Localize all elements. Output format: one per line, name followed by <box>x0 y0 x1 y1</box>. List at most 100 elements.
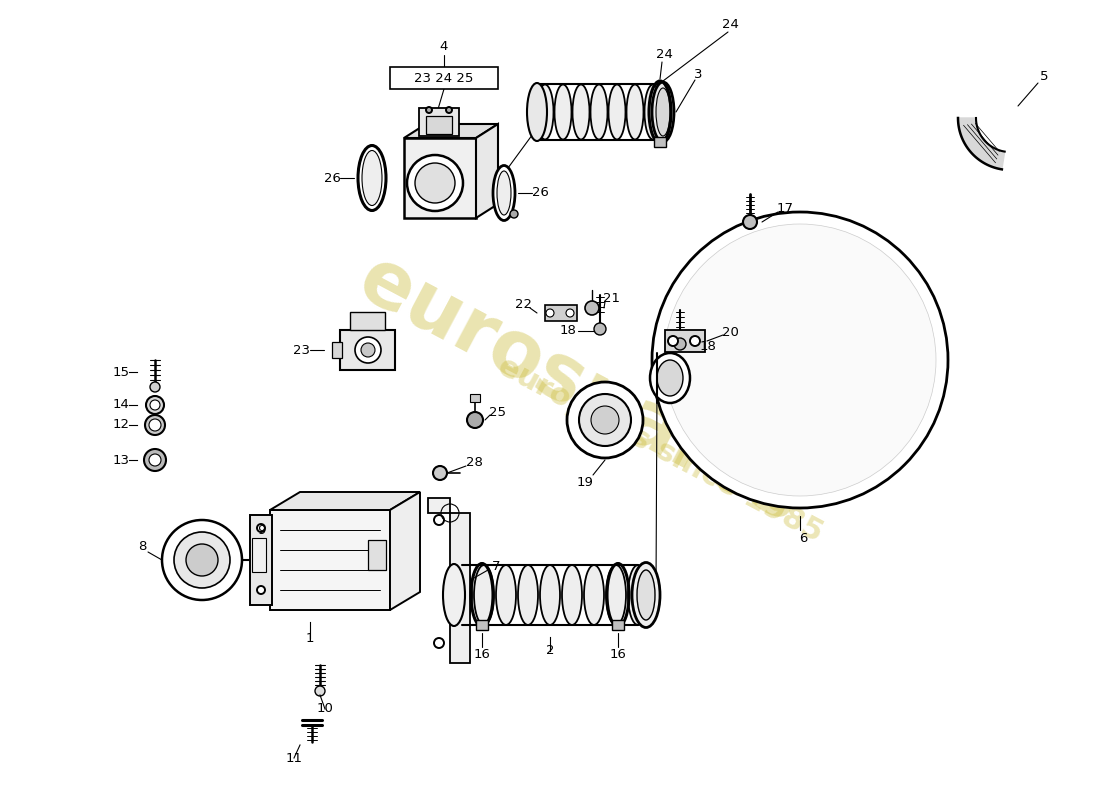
Ellipse shape <box>497 171 512 215</box>
Text: 17: 17 <box>777 202 793 214</box>
Bar <box>250 515 272 605</box>
Polygon shape <box>404 124 498 138</box>
Ellipse shape <box>474 565 494 625</box>
Ellipse shape <box>608 85 626 139</box>
Text: 15: 15 <box>112 366 130 378</box>
Polygon shape <box>958 118 1004 170</box>
Circle shape <box>652 212 948 508</box>
Ellipse shape <box>645 85 661 139</box>
Ellipse shape <box>606 565 626 625</box>
Polygon shape <box>390 492 420 610</box>
Ellipse shape <box>584 565 604 625</box>
Ellipse shape <box>493 166 515 221</box>
Text: 26: 26 <box>323 171 340 185</box>
Text: 7: 7 <box>492 559 500 573</box>
Circle shape <box>566 382 644 458</box>
Text: 18: 18 <box>700 339 716 353</box>
Circle shape <box>510 210 518 218</box>
Circle shape <box>446 107 452 113</box>
Text: 20: 20 <box>722 326 738 339</box>
Ellipse shape <box>562 565 582 625</box>
Bar <box>332 342 342 358</box>
Bar <box>404 138 476 218</box>
Ellipse shape <box>657 360 683 396</box>
Circle shape <box>434 638 444 648</box>
Circle shape <box>257 524 265 532</box>
Circle shape <box>257 586 265 594</box>
Bar <box>666 330 705 352</box>
Circle shape <box>150 400 160 410</box>
Ellipse shape <box>554 85 572 139</box>
Text: 23 24 25: 23 24 25 <box>415 71 474 85</box>
Circle shape <box>148 454 161 466</box>
Text: 1: 1 <box>306 631 315 645</box>
Ellipse shape <box>632 562 660 627</box>
Text: 12: 12 <box>112 418 130 431</box>
Text: 13: 13 <box>112 454 130 466</box>
Circle shape <box>144 449 166 471</box>
Bar <box>350 312 385 330</box>
Bar <box>470 394 480 402</box>
Text: eurospares: eurospares <box>345 241 815 539</box>
Text: 24: 24 <box>656 47 672 61</box>
Text: 18: 18 <box>560 325 576 338</box>
Circle shape <box>690 336 700 346</box>
Text: 6: 6 <box>799 531 807 545</box>
Ellipse shape <box>572 85 590 139</box>
Bar <box>252 538 266 572</box>
Text: 22: 22 <box>515 298 531 311</box>
Bar <box>340 330 395 370</box>
Text: 8: 8 <box>138 541 146 554</box>
Ellipse shape <box>362 150 382 206</box>
Circle shape <box>434 515 444 525</box>
Circle shape <box>566 309 574 317</box>
Circle shape <box>415 163 455 203</box>
Text: 16: 16 <box>474 649 491 662</box>
Circle shape <box>145 415 165 435</box>
Circle shape <box>407 155 463 211</box>
Bar <box>612 620 624 630</box>
Circle shape <box>150 382 160 392</box>
Text: 10: 10 <box>317 702 333 715</box>
Circle shape <box>355 337 381 363</box>
Circle shape <box>162 520 242 600</box>
Circle shape <box>594 323 606 335</box>
Circle shape <box>146 396 164 414</box>
Bar <box>544 305 578 321</box>
Circle shape <box>433 466 447 480</box>
Ellipse shape <box>628 565 648 625</box>
Circle shape <box>591 406 619 434</box>
Circle shape <box>174 532 230 588</box>
Ellipse shape <box>358 146 386 210</box>
Ellipse shape <box>650 353 690 403</box>
Text: 4: 4 <box>440 41 448 54</box>
Text: 21: 21 <box>604 293 620 306</box>
Text: 25: 25 <box>490 406 506 418</box>
Bar <box>368 540 386 570</box>
Circle shape <box>668 336 678 346</box>
Ellipse shape <box>452 565 472 625</box>
Ellipse shape <box>537 85 553 139</box>
Text: 3: 3 <box>694 67 702 81</box>
Text: 14: 14 <box>112 398 130 411</box>
Text: europarts since 1985: europarts since 1985 <box>493 352 827 548</box>
Circle shape <box>579 394 631 446</box>
Ellipse shape <box>527 83 547 141</box>
Text: 26: 26 <box>531 186 549 199</box>
Text: 11: 11 <box>286 751 302 765</box>
Text: 28: 28 <box>465 455 483 469</box>
Bar <box>270 510 390 610</box>
FancyBboxPatch shape <box>390 67 498 89</box>
Ellipse shape <box>540 565 560 625</box>
Ellipse shape <box>443 564 465 626</box>
Circle shape <box>315 686 324 696</box>
Circle shape <box>468 412 483 428</box>
Text: 24: 24 <box>722 18 738 31</box>
Ellipse shape <box>496 565 516 625</box>
Bar <box>654 137 666 147</box>
Circle shape <box>426 107 432 113</box>
Bar <box>426 116 452 134</box>
Polygon shape <box>428 498 470 663</box>
Ellipse shape <box>637 570 654 620</box>
Text: 9: 9 <box>256 523 265 537</box>
